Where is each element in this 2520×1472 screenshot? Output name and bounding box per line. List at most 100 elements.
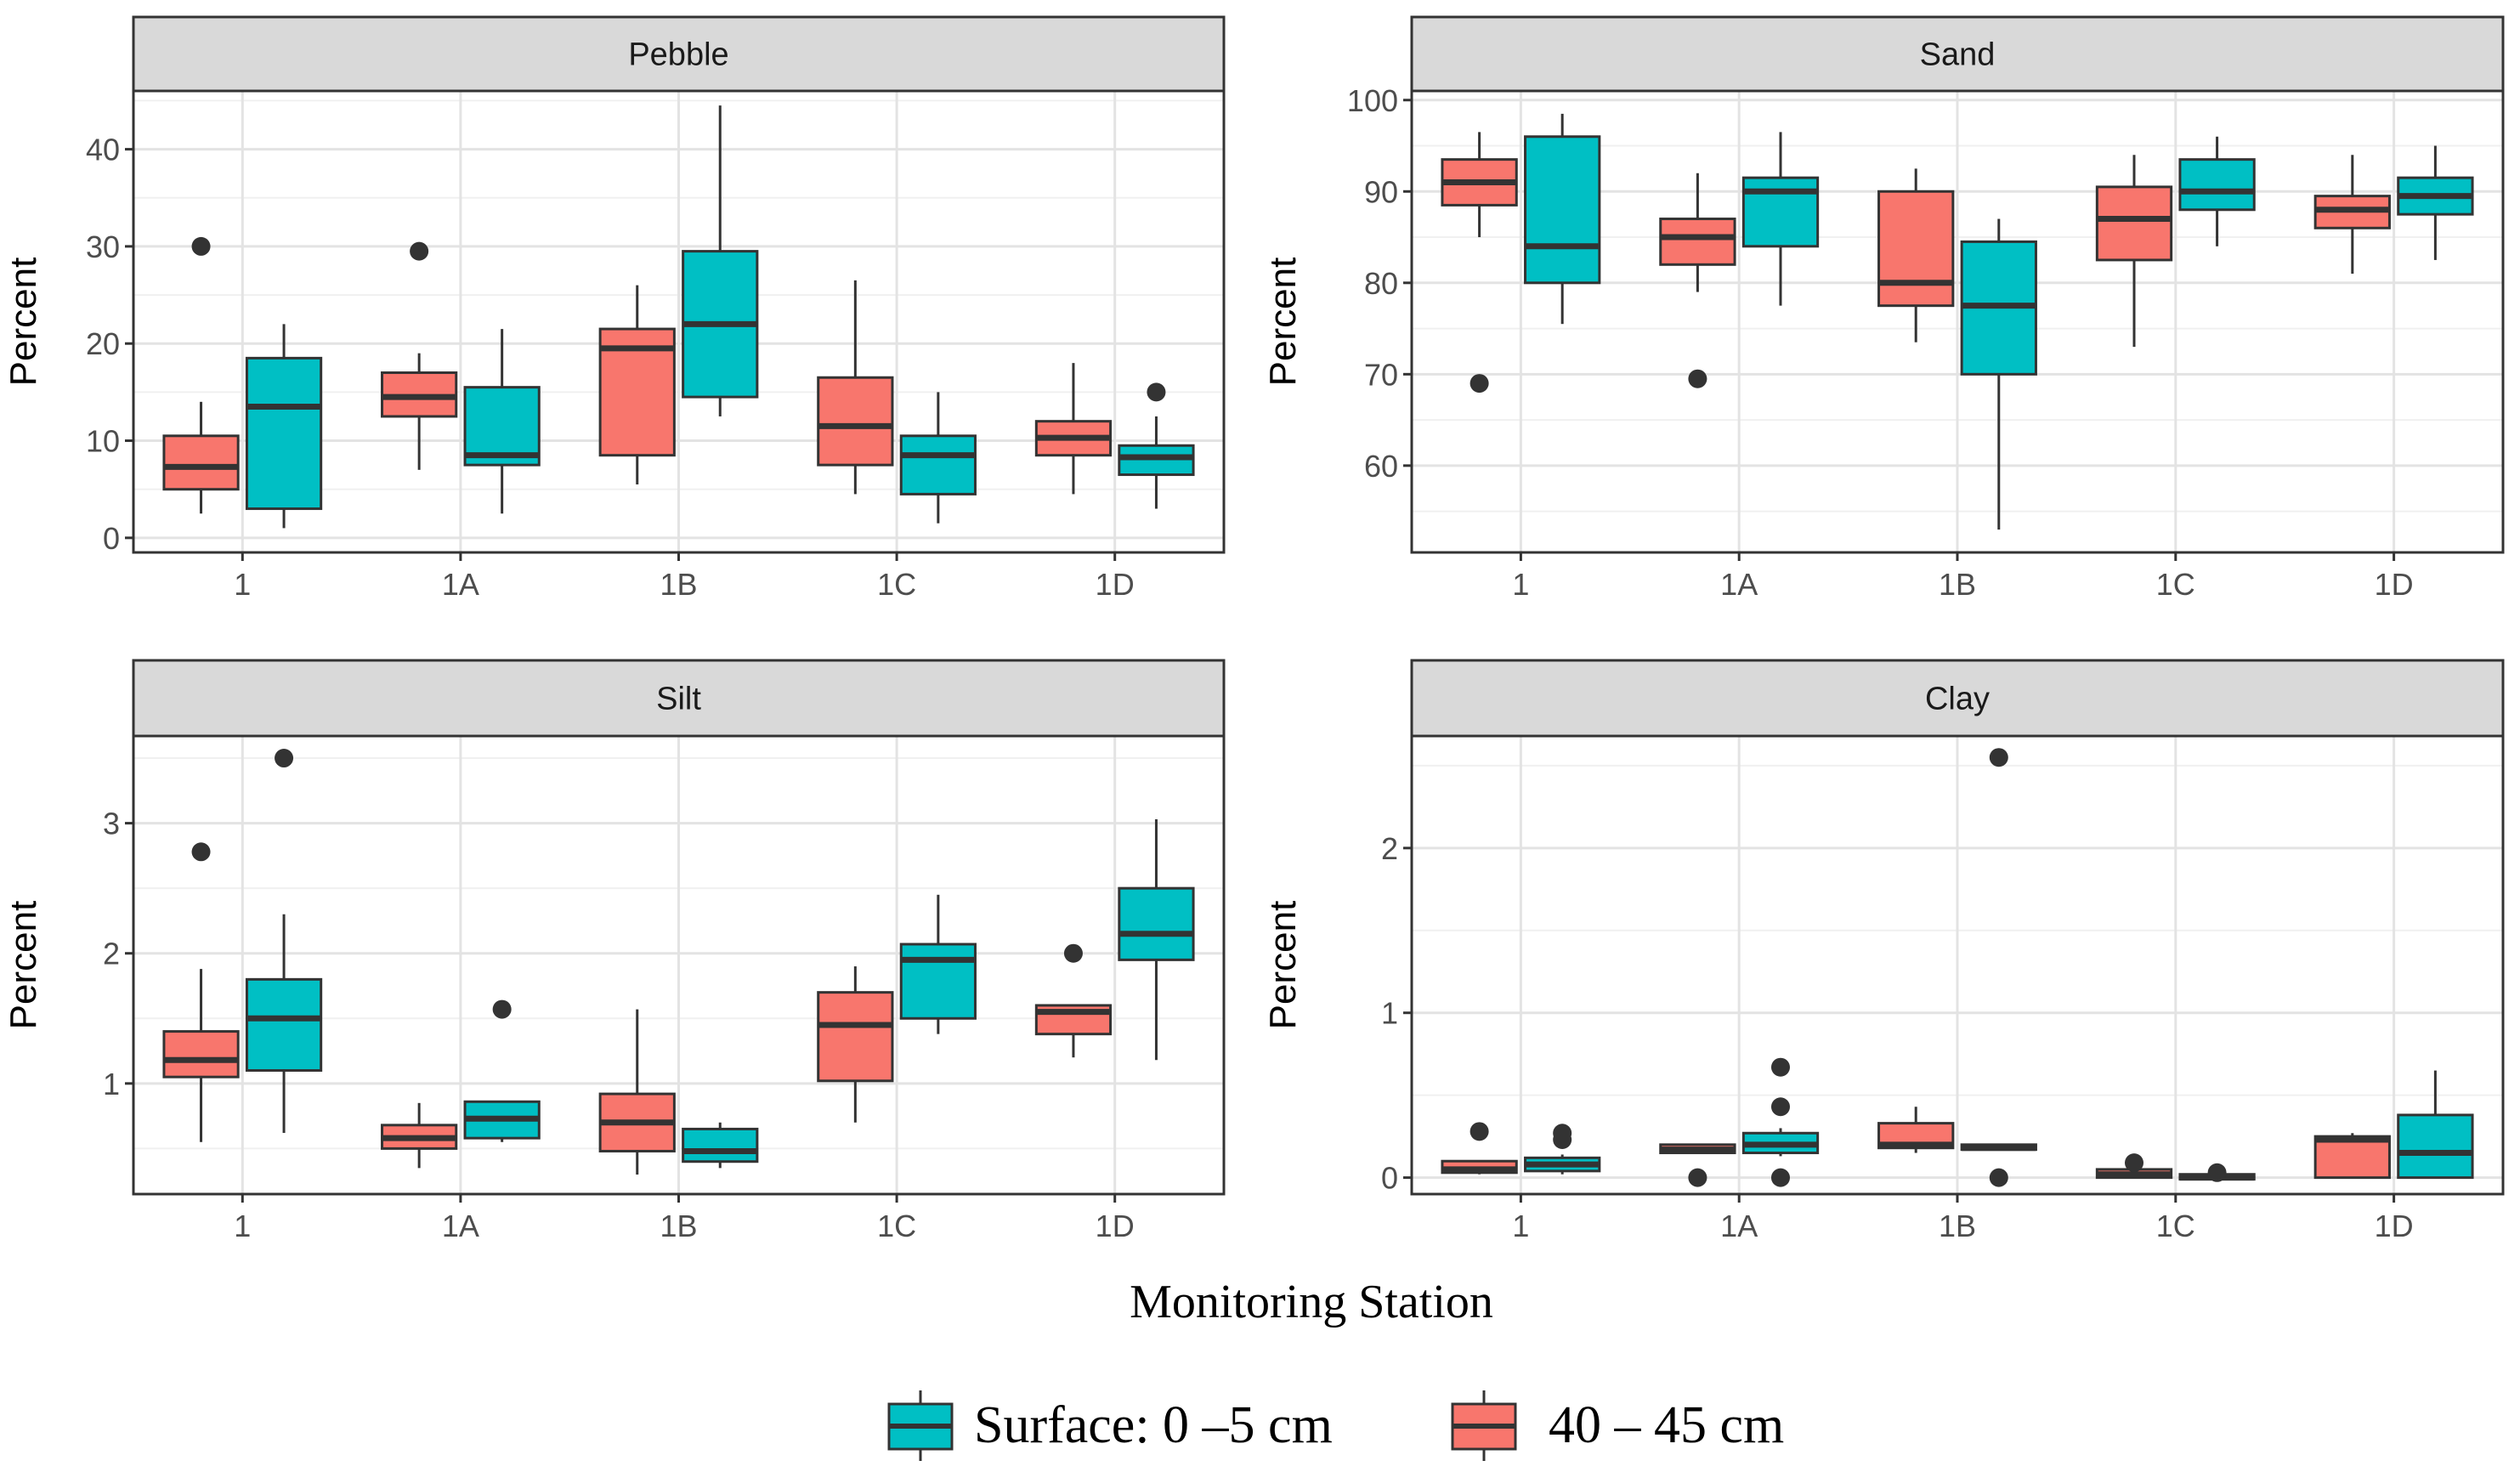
x-axis-title: Monitoring Station — [1130, 1276, 1493, 1328]
y-tick-label: 80 — [1364, 266, 1398, 301]
outlier-point — [2207, 1163, 2227, 1182]
x-tick-label: 1C — [877, 1209, 916, 1243]
box-pebble-1b-surface-0-5-cm — [682, 105, 759, 416]
outlier-point — [1063, 943, 1083, 963]
panel-pebble: 0 10 20 30 40 1 1A 1B 1C 1D Pebble Percent — [3, 15, 1226, 602]
legend-label-deep: 40 – 45 cm — [1549, 1396, 1784, 1454]
box-sand-1a-surface-0-5-cm — [1741, 132, 1820, 306]
x-tick-label: 1D — [1096, 1209, 1135, 1243]
box-silt-1-40-45-cm — [162, 842, 240, 1142]
x-tick-label: 1B — [660, 1209, 697, 1243]
box-body — [1118, 886, 1195, 961]
y-tick-label: 20 — [86, 326, 120, 361]
box-body — [463, 386, 541, 467]
y-axis-title: Percent — [1262, 901, 1304, 1030]
outlier-point — [1688, 1168, 1707, 1187]
box-silt-1d-surface-0-5-cm — [1118, 819, 1195, 1061]
strip-label-clay: Clay — [1925, 682, 1990, 717]
box-sand-1d-surface-0-5-cm — [2397, 145, 2474, 260]
y-tick-label: 10 — [86, 424, 120, 459]
x-tick-label: 1D — [2375, 567, 2414, 602]
panel-silt: 1 2 3 1 1A 1B 1C 1D Silt Percent — [3, 659, 1226, 1243]
box-pebble-1-surface-0-5-cm — [245, 324, 323, 529]
outlier-point — [1147, 382, 1166, 402]
y-tick-label: 3 — [103, 807, 120, 841]
box-body — [2313, 1135, 2391, 1180]
outlier-point — [1770, 1097, 1790, 1117]
outlier-point — [1470, 374, 1489, 393]
box-clay-1a-40-45-cm — [1659, 1143, 1736, 1187]
box-sand-1-40-45-cm — [1441, 132, 1518, 393]
box-clay-1a-surface-0-5-cm — [1741, 1057, 1820, 1187]
outlier-point — [1989, 748, 2008, 767]
legend-key-surface — [887, 1390, 954, 1461]
legend-label-surface: Surface: 0 –5 cm — [974, 1396, 1333, 1454]
y-tick-label: 60 — [1364, 449, 1398, 484]
box-body — [1524, 135, 1601, 285]
strip-label-pebble: Pebble — [628, 37, 728, 73]
y-axis-title: Percent — [1262, 258, 1304, 387]
x-tick-label: 1A — [442, 567, 479, 602]
strip-label-sand: Sand — [1920, 37, 1996, 73]
outlier-point — [191, 842, 211, 862]
y-tick-label: 0 — [1381, 1161, 1398, 1196]
x-tick-label: 1B — [1939, 1209, 1976, 1243]
box-body — [899, 943, 977, 1020]
outlier-point — [1989, 1168, 2008, 1187]
box-clay-1d-40-45-cm — [2313, 1133, 2391, 1180]
x-tick-label: 1A — [1720, 1209, 1758, 1243]
box-sand-1c-40-45-cm — [2095, 155, 2173, 348]
x-tick-label: 1D — [1096, 567, 1135, 602]
box-silt-1b-surface-0-5-cm — [682, 1122, 759, 1169]
y-tick-label: 2 — [103, 937, 120, 971]
box-clay-1c-surface-0-5-cm — [2178, 1163, 2256, 1182]
box-body — [1741, 176, 1820, 248]
box-silt-1-surface-0-5-cm — [245, 749, 323, 1134]
box-sand-1b-40-45-cm — [1877, 168, 1955, 343]
box-body — [1659, 218, 1736, 266]
x-tick-label: 1 — [1512, 567, 1529, 602]
box-body — [817, 376, 894, 467]
box-sand-1-surface-0-5-cm — [1524, 113, 1601, 325]
box-body — [2095, 185, 2173, 262]
strip-silt — [132, 659, 1226, 738]
box-pebble-1a-surface-0-5-cm — [463, 329, 541, 514]
box-body — [2178, 158, 2256, 212]
outlier-point — [492, 999, 512, 1019]
box-body — [162, 1030, 240, 1079]
box-sand-1c-surface-0-5-cm — [2178, 136, 2256, 246]
y-axis-title: Percent — [3, 258, 44, 387]
box-clay-1-surface-0-5-cm — [1524, 1124, 1601, 1175]
box-clay-1d-surface-0-5-cm — [2397, 1070, 2474, 1180]
box-body — [682, 1127, 759, 1163]
panel-clay: 0 1 2 1 1A 1B 1C 1D Clay Percent — [1262, 659, 2505, 1243]
outlier-point — [191, 236, 211, 256]
box-pebble-1c-40-45-cm — [817, 280, 894, 495]
x-tick-label: 1C — [2156, 1209, 2195, 1243]
y-tick-label: 1 — [1381, 996, 1398, 1031]
outlier-point — [1688, 369, 1707, 388]
legend: Surface: 0 –5 cm 40 – 45 cm — [887, 1390, 1784, 1461]
x-tick-label: 1B — [660, 567, 697, 602]
box-silt-1d-40-45-cm — [1034, 943, 1113, 1058]
x-tick-label: 1 — [1512, 1209, 1529, 1243]
box-pebble-1c-surface-0-5-cm — [899, 392, 977, 524]
x-tick-label: 1A — [1720, 567, 1758, 602]
y-tick-label: 1 — [103, 1067, 120, 1101]
panel-sand: 60 70 80 90 100 1 1A 1B 1C 1D Sand Percent — [1262, 15, 2505, 602]
box-sand-1d-40-45-cm — [2313, 155, 2391, 275]
strip-label-silt: Silt — [656, 682, 701, 717]
legend-key-deep — [1451, 1390, 1517, 1461]
y-tick-label: 70 — [1364, 357, 1398, 392]
box-silt-1a-surface-0-5-cm — [463, 999, 541, 1142]
box-silt-1a-40-45-cm — [381, 1102, 458, 1169]
box-clay-1b-surface-0-5-cm — [1960, 748, 2037, 1187]
outlier-point — [1770, 1057, 1790, 1077]
outlier-point — [1470, 1122, 1489, 1141]
box-pebble-1d-surface-0-5-cm — [1118, 382, 1195, 509]
box-pebble-1b-40-45-cm — [598, 285, 676, 484]
box-body — [899, 434, 977, 495]
box-sand-1b-surface-0-5-cm — [1960, 218, 2037, 530]
